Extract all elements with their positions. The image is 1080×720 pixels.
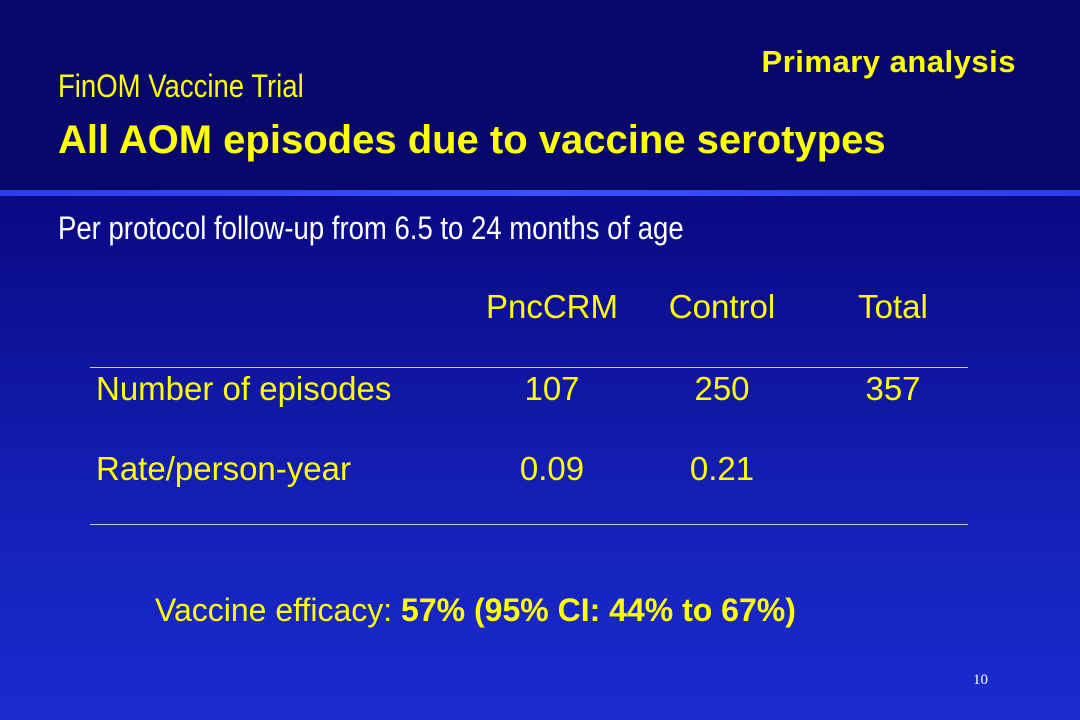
table-bottom-rule xyxy=(90,524,968,525)
column-header-pnccrm: PncCRM xyxy=(485,288,619,325)
page-number: 10 xyxy=(973,672,988,688)
header-band xyxy=(0,0,1080,190)
slide-subtitle: FinOM Vaccine Trial xyxy=(58,68,304,104)
column-header-total: Total xyxy=(858,288,928,325)
efficacy-label: Vaccine efficacy: xyxy=(155,592,393,628)
row-label: Number of episodes xyxy=(96,370,392,407)
header-divider xyxy=(0,190,1080,196)
efficacy-value: 57% (95% CI: 44% to 67%) xyxy=(401,592,796,628)
analysis-tag: Primary analysis xyxy=(761,44,1016,79)
table-cell: 250 xyxy=(694,370,750,407)
followup-note: Per protocol follow-up from 6.5 to 24 mo… xyxy=(58,210,684,246)
table-cell: 357 xyxy=(865,370,921,407)
column-header-control: Control xyxy=(668,288,776,325)
efficacy-statement: Vaccine efficacy: 57% (95% CI: 44% to 67… xyxy=(155,592,796,629)
row-label: Rate/person-year xyxy=(96,450,351,487)
table-top-rule xyxy=(90,367,968,368)
table-cell: 0.09 xyxy=(519,450,585,487)
table-cell: 0.21 xyxy=(689,450,755,487)
slide-title: All AOM episodes due to vaccine serotype… xyxy=(58,118,886,162)
table-cell: 107 xyxy=(524,370,580,407)
